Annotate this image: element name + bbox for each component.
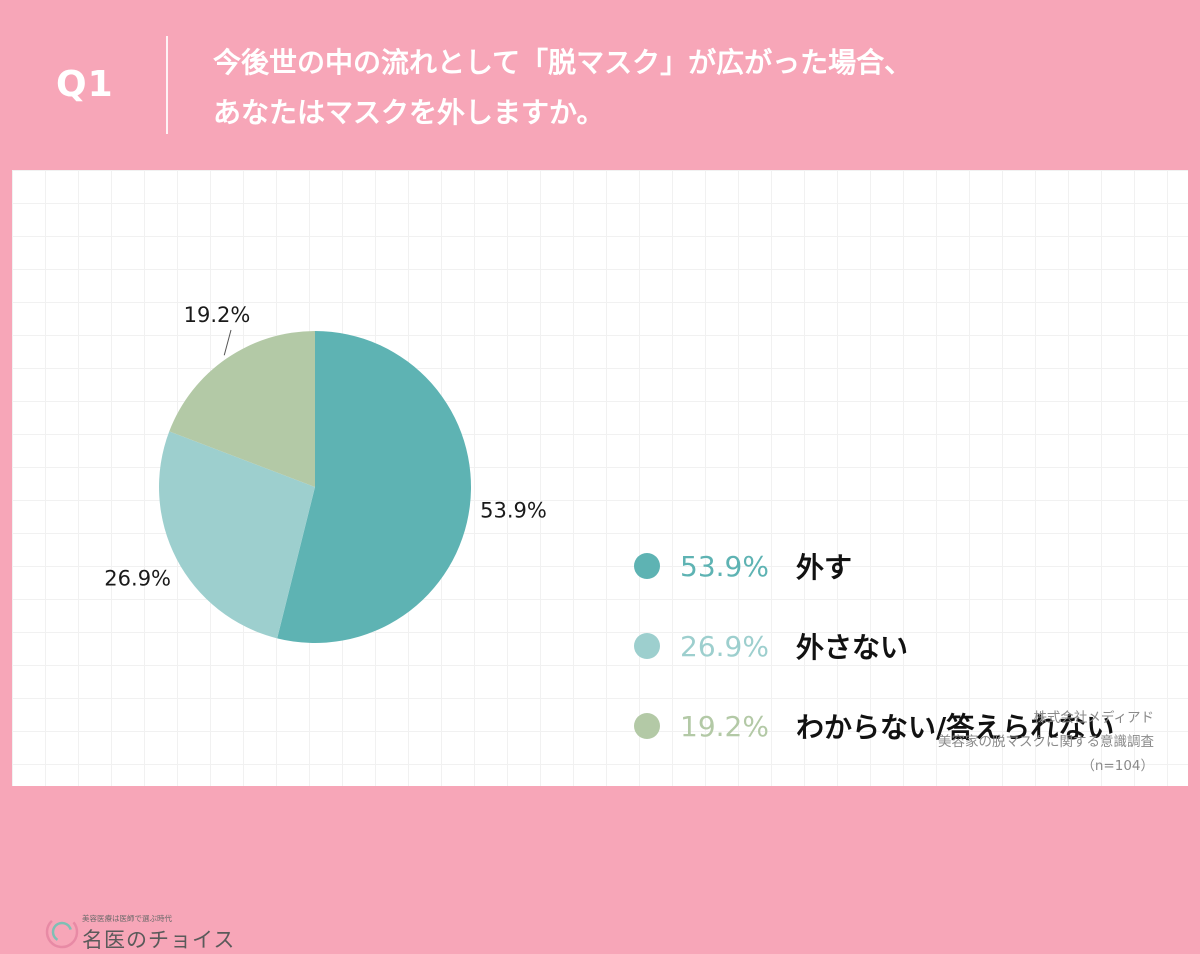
legend-item-remove: 53.9% 外す: [634, 544, 1194, 588]
header: Q1 今後世の中の流れとして「脱マスク」が広がった場合、 あなたはマスクを外しま…: [0, 0, 1200, 170]
data-label-keep: 26.9%: [104, 566, 171, 590]
pie-slice-keep: [159, 431, 315, 639]
legend-item-keep: 26.9% 外さない: [634, 624, 1194, 668]
source-company: 株式会社メディアド: [1033, 710, 1154, 726]
legend-dot-remove: [634, 553, 660, 579]
logo-name: 名医のチョイス: [82, 928, 236, 952]
question-number: Q1: [56, 64, 114, 105]
legend-dot-unsure: [634, 713, 660, 739]
logo-tagline: 美容医療は医師で選ぶ時代: [82, 914, 172, 923]
leader-line-unsure: [223, 329, 232, 356]
question-text: 今後世の中の流れとして「脱マスク」が広がった場合、 あなたはマスクを外しますか。: [213, 38, 1173, 138]
legend-label-remove: 外す: [796, 551, 853, 584]
pie-slice-unsure: [169, 331, 315, 487]
header-divider: [166, 36, 168, 134]
question-line-1: 今後世の中の流れとして「脱マスク」が広がった場合、: [213, 46, 913, 79]
chart-panel: 53.9% 26.9% 19.2% 53.9% 外す 26.9% 外さない 19.2% わから…: [12, 170, 1188, 952]
pie-chart: 53.9% 26.9% 19.2%: [104, 303, 547, 643]
pie-slice-remove: [277, 331, 471, 643]
logo-mark-icon: [45, 915, 79, 949]
legend-item-unsure: 19.2% わからない/答えられない: [634, 704, 1194, 748]
logo: 美容医療は医師で選ぶ時代 名医のチョイス: [38, 910, 234, 954]
legend-label-keep: 外さない: [796, 631, 909, 664]
source-note: 株式会社メディアド 美容家の脱マスクに関する意識調査 （n=104）: [938, 706, 1154, 778]
source-sample: （n=104）: [1081, 758, 1154, 774]
data-label-unsure: 19.2%: [184, 303, 251, 327]
data-label-remove: 53.9%: [480, 498, 547, 522]
legend-label-unsure: わからない/答えられない: [796, 711, 1115, 744]
legend-percent-remove: 53.9%: [680, 549, 769, 583]
source-survey: 美容家の脱マスクに関する意識調査: [938, 734, 1154, 750]
question-line-2: あなたはマスクを外しますか。: [213, 96, 605, 129]
legend-percent-unsure: 19.2%: [680, 709, 769, 743]
legend-dot-keep: [634, 633, 660, 659]
legend-percent-keep: 26.9%: [680, 629, 769, 663]
